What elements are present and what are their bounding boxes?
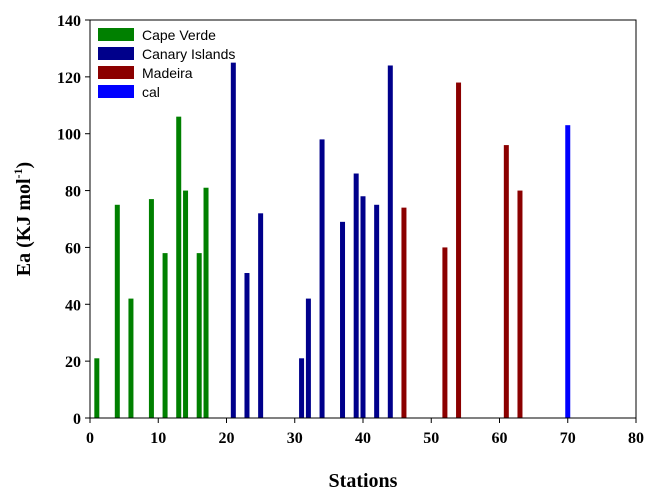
bar-canary-islands: [319, 139, 325, 418]
bar-canary-islands: [340, 221, 346, 418]
y-tick-label: 40: [65, 297, 81, 314]
bar-cape-verde: [196, 253, 202, 418]
x-tick-label: 50: [423, 430, 439, 447]
x-tick-label: 80: [628, 430, 644, 447]
legend-label: Canary Islands: [142, 46, 235, 62]
bar-canary-islands: [353, 173, 359, 418]
y-axis-title-main: Ea (KJ mol: [13, 178, 35, 276]
x-tick-label: 60: [492, 430, 508, 447]
y-tick-label: 80: [65, 184, 81, 201]
bar-canary-islands: [258, 213, 264, 418]
bar-cape-verde: [176, 116, 182, 419]
legend-label: cal: [142, 84, 160, 100]
bar-madeira: [456, 82, 462, 419]
ticks-group: 0 10 20 30 40 50 60 70 80 0 20 40 60 80 100 120 140: [57, 13, 644, 447]
bars-group: [94, 62, 571, 419]
bar-madeira: [401, 207, 407, 418]
bar-cape-verde: [203, 187, 209, 418]
bar-canary-islands: [374, 204, 380, 418]
plot-frame: [89, 19, 637, 419]
y-tick-label: 100: [57, 127, 81, 144]
bar-madeira: [442, 247, 448, 418]
y-axis-title-superscript: -1: [11, 168, 25, 178]
x-tick-label: 30: [287, 430, 303, 447]
x-tick-label: 20: [219, 430, 235, 447]
legend-swatch: [98, 85, 134, 98]
x-tick-label: 10: [150, 430, 166, 447]
y-tick-label: 0: [73, 411, 81, 428]
bar-canary-islands: [387, 65, 393, 418]
legend-label: Cape Verde: [142, 27, 216, 43]
y-axis-title-close: ): [13, 162, 35, 169]
bar-cape-verde: [148, 199, 154, 418]
bar-cape-verde: [128, 298, 134, 418]
bar-madeira: [517, 190, 523, 418]
bar-canary-islands: [230, 62, 236, 419]
x-axis-title: Stations: [329, 470, 398, 489]
legend-swatch: [98, 47, 134, 60]
bar-madeira: [503, 145, 509, 419]
bar-canary-islands: [299, 358, 305, 418]
bar-cape-verde: [94, 358, 100, 418]
legend: Cape Verde Canary Islands Madeira cal: [98, 27, 235, 100]
legend-swatch: [98, 66, 134, 79]
bar-cape-verde: [114, 204, 120, 418]
x-tick-label: 40: [355, 430, 371, 447]
bar-canary-islands: [244, 273, 250, 418]
x-tick-label: 70: [560, 430, 576, 447]
bar-cape-verde: [162, 253, 168, 418]
legend-swatch: [98, 28, 134, 41]
y-tick-label: 20: [65, 354, 81, 371]
x-tick-label: 0: [86, 430, 94, 447]
legend-label: Madeira: [142, 65, 193, 81]
y-tick-label: 120: [57, 70, 81, 87]
bar-cape-verde: [183, 190, 189, 418]
bar-cal: [565, 125, 571, 418]
bar-canary-islands: [305, 298, 311, 418]
y-tick-label: 140: [57, 13, 81, 30]
bar-canary-islands: [360, 196, 366, 418]
y-axis-title: Ea (KJ mol-1): [11, 162, 35, 276]
y-tick-label: 60: [65, 240, 81, 257]
